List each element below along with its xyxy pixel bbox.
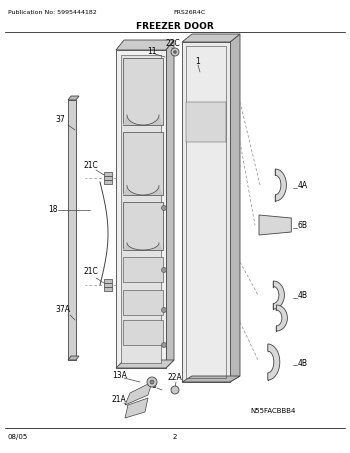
Text: FREEZER DOOR: FREEZER DOOR bbox=[136, 22, 214, 31]
Text: FRS26R4C: FRS26R4C bbox=[174, 10, 206, 15]
Bar bbox=[104, 176, 112, 180]
Polygon shape bbox=[275, 169, 286, 201]
Circle shape bbox=[171, 48, 179, 56]
Polygon shape bbox=[123, 202, 163, 250]
Polygon shape bbox=[123, 320, 163, 345]
Circle shape bbox=[174, 50, 176, 53]
Polygon shape bbox=[276, 305, 287, 331]
Bar bbox=[104, 172, 112, 176]
Circle shape bbox=[161, 268, 167, 273]
Polygon shape bbox=[123, 290, 163, 315]
Polygon shape bbox=[182, 42, 230, 382]
Circle shape bbox=[150, 380, 154, 384]
Circle shape bbox=[161, 206, 167, 211]
Text: N55FACBBB4: N55FACBBB4 bbox=[250, 408, 295, 414]
Bar bbox=[104, 180, 112, 184]
Text: 22A: 22A bbox=[168, 374, 183, 382]
Text: 18: 18 bbox=[48, 206, 57, 215]
Polygon shape bbox=[230, 34, 240, 382]
Text: 21A: 21A bbox=[112, 395, 127, 405]
Bar bbox=[104, 279, 112, 283]
Text: 13A: 13A bbox=[112, 371, 127, 380]
Text: 4B: 4B bbox=[298, 291, 308, 300]
Text: 37A: 37A bbox=[55, 305, 70, 314]
Polygon shape bbox=[186, 102, 226, 142]
Polygon shape bbox=[68, 356, 79, 360]
Polygon shape bbox=[273, 281, 285, 309]
Text: 11: 11 bbox=[147, 48, 156, 57]
Text: Publication No: 5995444182: Publication No: 5995444182 bbox=[8, 10, 97, 15]
Bar bbox=[104, 287, 112, 291]
Polygon shape bbox=[123, 58, 163, 125]
Text: 8: 8 bbox=[151, 381, 156, 390]
Circle shape bbox=[147, 377, 157, 387]
Polygon shape bbox=[123, 257, 163, 282]
Text: 6B: 6B bbox=[298, 222, 308, 231]
Polygon shape bbox=[268, 344, 280, 380]
Text: 21C: 21C bbox=[83, 160, 98, 169]
Polygon shape bbox=[116, 360, 174, 368]
Polygon shape bbox=[68, 96, 79, 100]
Polygon shape bbox=[259, 215, 291, 235]
Polygon shape bbox=[121, 55, 161, 363]
Text: 1: 1 bbox=[195, 58, 200, 67]
Polygon shape bbox=[68, 100, 76, 360]
Bar bbox=[104, 283, 112, 287]
Polygon shape bbox=[262, 220, 289, 233]
Polygon shape bbox=[125, 398, 148, 418]
Polygon shape bbox=[123, 186, 163, 195]
Polygon shape bbox=[116, 50, 166, 368]
Polygon shape bbox=[166, 40, 174, 368]
Circle shape bbox=[161, 308, 167, 313]
Text: 21C: 21C bbox=[83, 268, 98, 276]
Polygon shape bbox=[123, 243, 163, 250]
Polygon shape bbox=[182, 376, 240, 382]
Polygon shape bbox=[123, 115, 163, 125]
Polygon shape bbox=[125, 382, 152, 405]
Circle shape bbox=[161, 342, 167, 347]
Text: 37: 37 bbox=[55, 116, 65, 125]
Text: 22C: 22C bbox=[165, 39, 180, 48]
Polygon shape bbox=[123, 132, 163, 195]
Text: 4B: 4B bbox=[298, 358, 308, 367]
Polygon shape bbox=[182, 34, 240, 42]
Text: 08/05: 08/05 bbox=[8, 434, 28, 440]
Text: 4A: 4A bbox=[298, 182, 308, 191]
Text: 2: 2 bbox=[173, 434, 177, 440]
Polygon shape bbox=[116, 40, 174, 50]
Circle shape bbox=[171, 386, 179, 394]
